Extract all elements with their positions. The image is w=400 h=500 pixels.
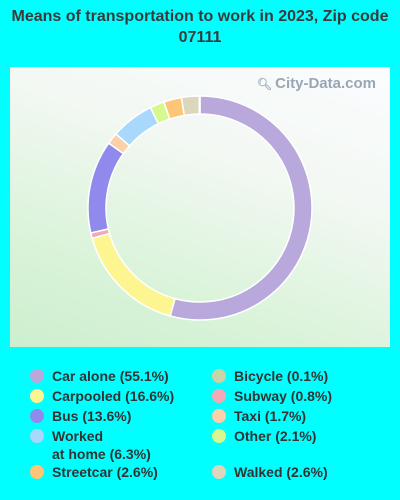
legend-swatch-subway <box>212 389 226 403</box>
slice-bus <box>87 142 125 234</box>
legend-item-other: Other (2.1%) <box>212 427 316 445</box>
legend-swatch-car-alone <box>30 369 44 383</box>
plot-area: 🔍︎ City-Data.com <box>10 67 390 347</box>
slice-bicycle <box>198 95 201 115</box>
legend-swatch-worked-at-home <box>30 429 44 443</box>
chart-title: Means of transportation to work in 2023,… <box>11 8 389 46</box>
donut-chart <box>87 95 313 321</box>
legend-label-bicycle: Bicycle (0.1%) <box>234 368 329 384</box>
legend-item-bus: Bus (13.6%) <box>30 407 131 425</box>
legend-swatch-carpooled <box>30 389 44 403</box>
legend-label-bus: Bus (13.6%) <box>52 408 132 424</box>
legend-label-walked: Walked (2.6%) <box>234 464 328 480</box>
legend-swatch-bus <box>30 409 44 423</box>
legend-swatch-streetcar <box>30 465 44 479</box>
legend-item-streetcar: Streetcar (2.6%) <box>30 463 158 481</box>
legend-label-streetcar: Streetcar (2.6%) <box>52 464 158 480</box>
watermark-text: City-Data.com <box>275 75 376 92</box>
legend-swatch-taxi <box>212 409 226 423</box>
legend-item-subway: Subway (0.8%) <box>212 387 332 405</box>
slice-walked <box>180 95 201 117</box>
legend-item-carpooled: Carpooled (16.6%) <box>30 387 174 405</box>
magnifier-icon: 🔍︎ <box>256 77 273 91</box>
legend-label-worked-at-home: Worked at home (6.3%) <box>52 428 151 462</box>
slice-worked-at-home <box>114 106 160 147</box>
watermark: 🔍︎ City-Data.com <box>257 75 376 92</box>
legend-label-carpooled: Carpooled (16.6%) <box>52 388 175 404</box>
legend-label-taxi: Taxi (1.7%) <box>234 408 307 424</box>
slice-car-alone <box>169 95 313 321</box>
slice-carpooled <box>91 232 176 317</box>
legend-item-walked: Walked (2.6%) <box>212 463 328 481</box>
legend-item-car-alone: Car alone (55.1%) <box>30 367 169 385</box>
legend-label-subway: Subway (0.8%) <box>234 388 333 404</box>
legend-item-taxi: Taxi (1.7%) <box>212 407 306 425</box>
legend-swatch-other <box>212 429 226 443</box>
legend: Car alone (55.1%) Carpooled (16.6%) Bus (1… <box>0 365 400 495</box>
legend-label-car-alone: Car alone (55.1%) <box>52 368 169 384</box>
legend-swatch-walked <box>212 465 226 479</box>
legend-item-worked-at-home: Worked at home (6.3%) <box>30 427 151 463</box>
legend-swatch-bicycle <box>212 369 226 383</box>
legend-label-other: Other (2.1%) <box>234 428 317 444</box>
legend-item-bicycle: Bicycle (0.1%) <box>212 367 328 385</box>
